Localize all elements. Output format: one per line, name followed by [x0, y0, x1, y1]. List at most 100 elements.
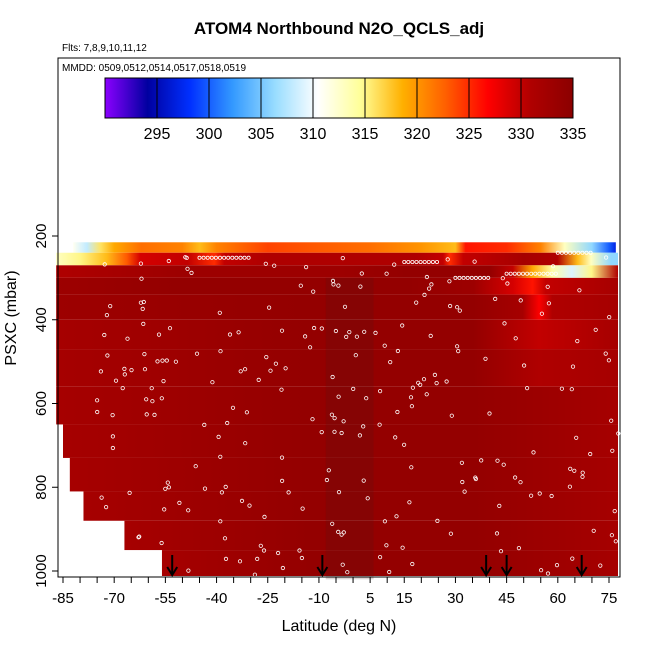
- sample-dot: [173, 359, 178, 364]
- sample-dot: [340, 255, 345, 261]
- sample-dot: [410, 259, 415, 264]
- sample-dot: [95, 398, 100, 403]
- sample-dot: [384, 543, 389, 548]
- sample-dot: [138, 261, 143, 266]
- sample-dot: [99, 495, 104, 500]
- sample-dot: [298, 283, 303, 288]
- sample-dot: [234, 255, 239, 260]
- sample-dot: [512, 475, 518, 480]
- x-tick-label: 15: [396, 590, 413, 607]
- sample-dot: [524, 385, 530, 391]
- sample-dot: [258, 543, 263, 548]
- sample-dot: [518, 298, 523, 303]
- sample-dot: [262, 514, 267, 520]
- sample-dot: [137, 534, 142, 539]
- sample-dot: [567, 484, 573, 489]
- sample-dot: [239, 498, 245, 503]
- sample-dot: [243, 367, 248, 372]
- sample-dot: [110, 412, 115, 418]
- sample-dot: [387, 569, 392, 575]
- sample-dot: [227, 332, 233, 337]
- sample-dot: [160, 358, 165, 363]
- sample-dot: [528, 493, 534, 498]
- sample-dot: [347, 329, 352, 335]
- sample-dot: [218, 519, 223, 524]
- heatmap-row: [124, 520, 619, 551]
- sample-dot: [465, 275, 470, 280]
- sample-dot: [459, 460, 464, 465]
- sample-dot: [550, 264, 556, 269]
- sample-dot: [354, 334, 359, 339]
- sample-dot: [149, 386, 154, 391]
- sample-dot: [279, 455, 285, 460]
- sample-dot: [108, 303, 113, 309]
- sample-dot: [575, 338, 580, 344]
- sample-dot: [505, 281, 510, 286]
- y-axis: 200 400 600 800 1000: [33, 223, 59, 588]
- sample-dot: [302, 334, 308, 339]
- sample-dot: [184, 255, 189, 260]
- sample-dot: [163, 486, 168, 491]
- heatmap-row: [56, 265, 619, 278]
- sample-dot: [186, 508, 191, 513]
- sample-dot: [414, 300, 419, 305]
- latitude-arrow: [480, 555, 492, 577]
- sample-dot: [136, 535, 141, 540]
- sample-dot: [213, 255, 218, 260]
- sample-dot: [142, 367, 148, 372]
- sample-dot: [332, 429, 337, 434]
- sample-dot: [194, 351, 200, 356]
- sample-dot: [185, 266, 190, 271]
- sample-dot: [512, 271, 517, 276]
- sample-dot: [264, 354, 269, 360]
- colorbar: 295 300 305 310 315 320 325 330 335: [104, 77, 586, 143]
- sample-dot: [502, 321, 507, 326]
- sample-dot: [434, 380, 439, 386]
- sample-dot: [102, 262, 107, 267]
- sample-dot: [197, 255, 202, 260]
- sample-dot: [244, 410, 249, 415]
- colorbar-ticks: 295 300 305 310 315 320 325 330 335: [144, 78, 586, 143]
- sample-dot: [339, 532, 344, 537]
- sample-dot: [531, 450, 536, 455]
- sample-dot: [340, 562, 345, 567]
- sample-dot: [501, 462, 506, 467]
- sample-dot: [122, 372, 127, 377]
- sample-dot: [418, 259, 423, 264]
- sample-dot: [477, 275, 482, 280]
- sample-dot: [392, 262, 397, 267]
- sample-dot: [444, 379, 449, 384]
- sample-dot: [382, 343, 387, 348]
- x-tick-label: -85: [52, 590, 74, 607]
- x-tick-label: -55: [155, 590, 177, 607]
- sample-dot: [358, 284, 363, 289]
- heatmap-row: [56, 386, 619, 425]
- colorbar-tick-label: 330: [508, 126, 535, 143]
- sample-dot: [283, 366, 288, 371]
- sample-dot: [616, 431, 621, 436]
- sample-dot: [216, 434, 221, 439]
- sample-dot: [110, 445, 116, 451]
- sample-dot: [495, 458, 500, 463]
- sample-dot: [549, 271, 554, 276]
- sample-dot: [377, 422, 382, 427]
- sample-dot: [329, 412, 334, 417]
- sample-dot: [333, 328, 338, 334]
- sample-dot: [457, 308, 462, 313]
- sample-dot: [266, 305, 272, 310]
- sample-dot: [365, 496, 370, 501]
- sample-dot: [286, 490, 291, 495]
- sample-dot: [359, 271, 364, 276]
- sample-dot: [454, 344, 460, 349]
- sample-dot: [559, 250, 564, 255]
- sample-dot: [361, 424, 366, 429]
- sample-dot: [559, 386, 565, 391]
- sample-dot: [580, 474, 585, 479]
- sample-dot: [424, 274, 429, 280]
- sample-dot: [165, 480, 170, 485]
- sample-dot: [218, 349, 223, 354]
- sample-dot: [493, 296, 498, 301]
- sample-dot: [432, 372, 437, 377]
- heatmap-row: [161, 550, 618, 576]
- sample-dot: [300, 506, 305, 511]
